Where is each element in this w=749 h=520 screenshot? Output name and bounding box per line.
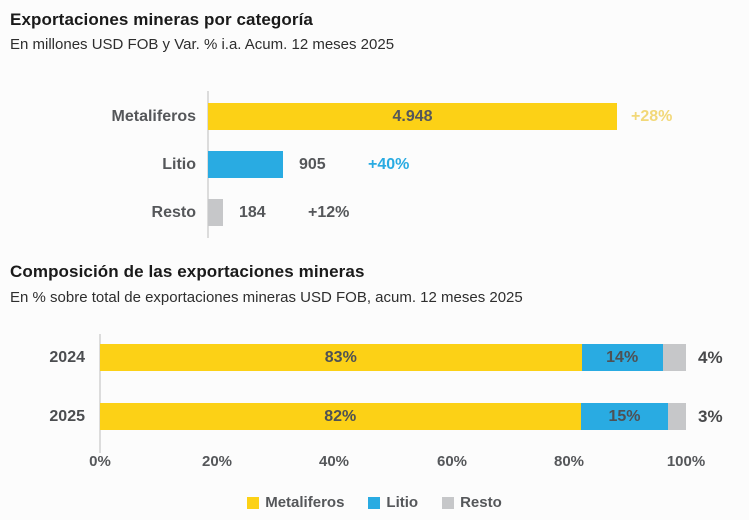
chart1-row-resto: Resto 184 +12% (0, 199, 749, 226)
chart1-subtitle: En millones USD FOB y Var. % i.a. Acum. … (10, 36, 395, 53)
resto-swatch-icon (442, 496, 455, 509)
litio-segment: 15% (580, 403, 669, 430)
segment-label: 83% (324, 348, 357, 366)
value-label: 905 (299, 156, 326, 173)
value-label: 4.948 (392, 108, 433, 125)
category-label: Resto (151, 204, 196, 221)
chart2-title: Composición de las exportaciones mineras (10, 262, 365, 281)
value-label: 184 (239, 204, 266, 221)
x-tick: 20% (201, 453, 233, 470)
segment-label: 15% (608, 407, 641, 425)
change-label: +40% (368, 156, 410, 173)
litio-swatch-icon (368, 496, 381, 509)
chart1-row-litio: Litio 905 +40% (0, 151, 749, 178)
legend-label: Metaliferos (265, 494, 345, 511)
bar-area: 4.948 +28% (208, 103, 749, 130)
chart2-row-2025: 2025 82% 15% 3% (0, 403, 749, 430)
segment-label: 14% (606, 348, 639, 366)
legend-label: Resto (460, 494, 502, 511)
bar-area: 905 +40% (208, 151, 749, 178)
category-label: Metaliferos (111, 108, 196, 125)
metaliferos-bar (208, 103, 617, 130)
resto-segment (668, 403, 686, 430)
chart1-title: Exportaciones mineras por categoría (10, 10, 313, 29)
resto-outside-label: 4% (698, 348, 723, 367)
litio-segment: 14% (581, 344, 663, 371)
metaliferos-swatch-icon (247, 496, 260, 509)
metaliferos-segment: 83% (100, 344, 582, 371)
legend: Metaliferos Litio Resto (0, 494, 749, 511)
x-tick: 80% (553, 453, 585, 470)
x-tick: 40% (318, 453, 350, 470)
legend-item-metaliferos: Metaliferos (247, 494, 344, 511)
metaliferos-segment: 82% (100, 403, 581, 430)
x-tick: 100% (666, 453, 706, 470)
category-label: Litio (162, 156, 196, 173)
category-label: 2024 (49, 349, 85, 366)
change-label: +12% (308, 204, 350, 221)
legend-item-litio: Litio (368, 494, 418, 511)
legend-label: Litio (386, 494, 419, 511)
legend-item-resto: Resto (442, 494, 502, 511)
resto-segment (662, 344, 686, 371)
x-axis: 0% 20% 40% 60% 80% 100% (89, 453, 749, 473)
x-tick: 0% (89, 453, 111, 470)
litio-bar (208, 151, 283, 178)
change-label: +28% (631, 108, 673, 125)
x-tick: 60% (436, 453, 468, 470)
segment-label: 82% (324, 407, 357, 425)
stacked-bar: 82% 15% (100, 403, 686, 430)
resto-bar (208, 199, 223, 226)
chart2-axis-line (99, 334, 101, 453)
stacked-bar: 83% 14% (100, 344, 686, 371)
resto-outside-label: 3% (698, 407, 723, 426)
chart1-row-metaliferos: Metaliferos 4.948 +28% (0, 103, 749, 130)
chart2-subtitle: En % sobre total de exportaciones minera… (10, 289, 523, 306)
chart2-row-2024: 2024 83% 14% 4% (0, 344, 749, 371)
bar-area: 184 +12% (208, 199, 749, 226)
category-label: 2025 (49, 408, 85, 425)
